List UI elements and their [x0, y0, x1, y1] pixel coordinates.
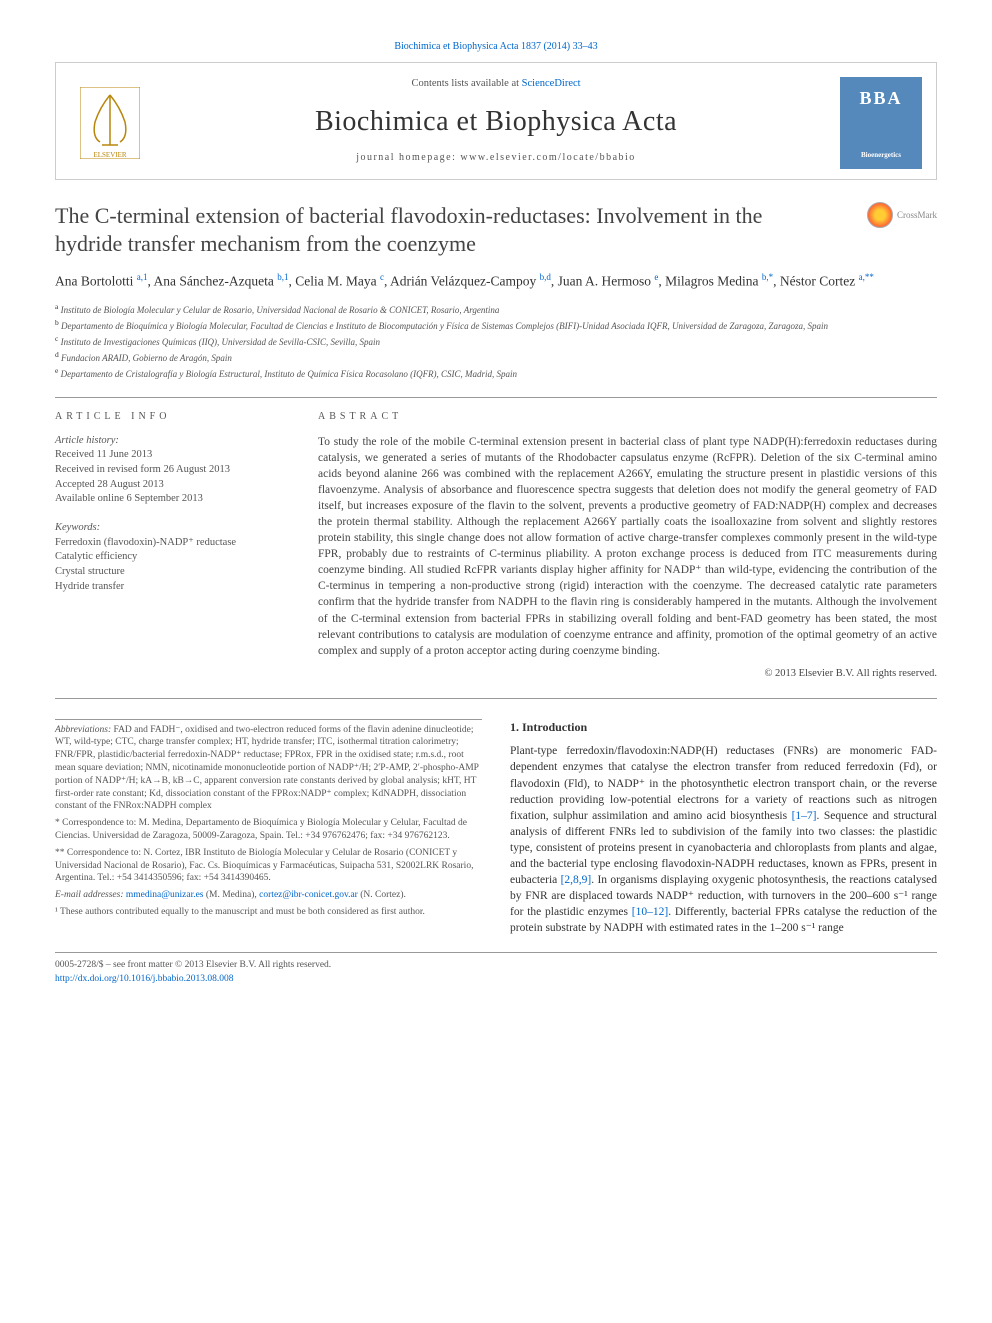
- crossmark-icon: [867, 202, 893, 228]
- authors: Ana Bortolotti a,1, Ana Sánchez-Azqueta …: [55, 271, 937, 292]
- email-link-1[interactable]: mmedina@unizar.es: [126, 890, 204, 900]
- journal-header: ELSEVIER BBA Bioenergetics Contents list…: [55, 62, 937, 180]
- doi-link[interactable]: http://dx.doi.org/10.1016/j.bbabio.2013.…: [55, 974, 233, 984]
- journal-name: Biochimica et Biophysica Acta: [176, 102, 816, 141]
- keywords: Keywords: Ferredoxin (flavodoxin)-NADP⁺ …: [55, 521, 290, 594]
- intro-heading: 1. Introduction: [510, 719, 937, 736]
- crossmark-badge[interactable]: CrossMark: [867, 202, 937, 228]
- article-history: Article history: Received 11 June 2013 R…: [55, 434, 290, 507]
- affiliations: a Instituto de Biología Molecular y Celu…: [55, 302, 937, 381]
- svg-text:ELSEVIER: ELSEVIER: [93, 151, 126, 159]
- copyright: © 2013 Elsevier B.V. All rights reserved…: [318, 667, 937, 682]
- journal-homepage: journal homepage: www.elsevier.com/locat…: [176, 151, 816, 165]
- footnotes: Abbreviations: FAD and FADH⁻, oxidised a…: [55, 719, 482, 937]
- intro-text: Plant-type ferredoxin/flavodoxin:NADP(H)…: [510, 743, 937, 936]
- journal-citation[interactable]: Biochimica et Biophysica Acta 1837 (2014…: [55, 40, 937, 54]
- article-title: The C-terminal extension of bacterial fl…: [55, 202, 937, 259]
- abstract-text: To study the role of the mobile C-termin…: [318, 434, 937, 659]
- bba-logo: BBA Bioenergetics: [840, 77, 922, 169]
- abstract-label: ABSTRACT: [318, 410, 937, 424]
- page-footer: 0005-2728/$ – see front matter © 2013 El…: [55, 952, 937, 986]
- contents-line: Contents lists available at ScienceDirec…: [176, 77, 816, 92]
- email-link-2[interactable]: cortez@ibr-conicet.gov.ar: [259, 890, 358, 900]
- article-info-label: ARTICLE INFO: [55, 410, 290, 424]
- sciencedirect-link[interactable]: ScienceDirect: [522, 78, 581, 89]
- elsevier-logo: ELSEVIER: [70, 77, 150, 169]
- introduction: 1. Introduction Plant-type ferredoxin/fl…: [510, 719, 937, 937]
